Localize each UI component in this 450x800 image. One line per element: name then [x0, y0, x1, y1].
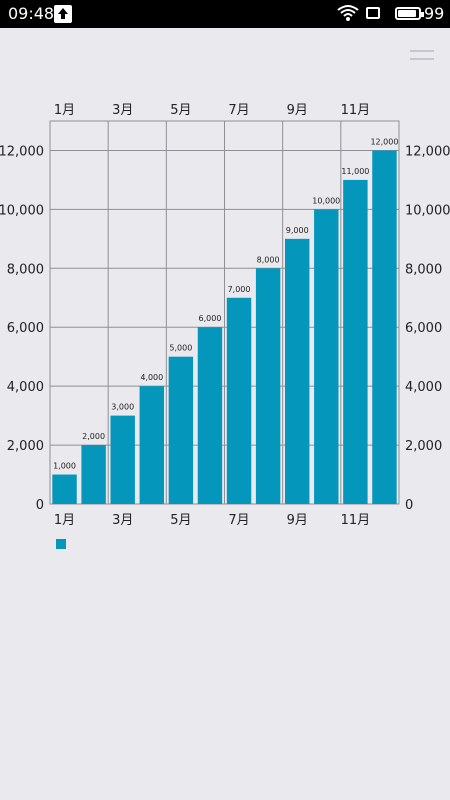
battery-icon — [395, 7, 424, 20]
upload-icon — [54, 5, 72, 23]
y-tick-label-left: 4,000 — [7, 380, 44, 395]
data-label: 12,000 — [370, 137, 398, 146]
y-tick-label-left: 10,000 — [0, 203, 44, 218]
hamburger-menu-icon[interactable] — [410, 48, 434, 62]
bar — [372, 150, 397, 504]
data-label: 7,000 — [228, 285, 251, 294]
y-tick-label-left: 12,000 — [0, 144, 44, 159]
x-tick-label-top: 7月 — [228, 103, 249, 118]
y-tick-label-right: 2,000 — [405, 439, 442, 454]
bar — [226, 297, 252, 504]
status-bar: 09:48 99 — [0, 0, 450, 28]
y-tick-label-left: 6,000 — [7, 321, 44, 336]
data-label: 1,000 — [53, 462, 76, 471]
battery-percentage: 99 — [424, 4, 445, 23]
data-label: 8,000 — [257, 255, 280, 264]
data-label: 9,000 — [286, 226, 309, 235]
data-label: 2,000 — [82, 432, 105, 441]
bar — [81, 445, 106, 504]
y-tick-label-left: 0 — [36, 498, 44, 513]
data-label: 10,000 — [312, 196, 340, 205]
x-tick-label-top: 3月 — [112, 103, 133, 118]
x-tick-label-top: 1月 — [54, 103, 75, 118]
x-tick-label-top: 11月 — [341, 103, 371, 118]
wifi-icon — [337, 4, 359, 26]
data-label: 6,000 — [199, 314, 222, 323]
bar — [110, 415, 135, 504]
x-tick-label-bottom: 5月 — [170, 513, 191, 528]
data-label: 5,000 — [169, 344, 192, 353]
bar — [284, 238, 310, 504]
y-tick-label-right: 4,000 — [405, 380, 442, 395]
x-tick-label-bottom: 9月 — [287, 513, 308, 528]
legend-swatch — [56, 539, 66, 549]
status-time: 09:48 — [8, 4, 55, 23]
y-tick-label-right: 0 — [405, 498, 413, 513]
data-label: 3,000 — [111, 403, 134, 412]
bar — [314, 209, 339, 504]
bar — [255, 268, 281, 504]
y-tick-label-left: 2,000 — [7, 439, 44, 454]
bar — [343, 179, 368, 504]
y-tick-label-right: 12,000 — [405, 144, 450, 159]
data-label: 11,000 — [341, 167, 369, 176]
bar — [168, 356, 194, 504]
battery-level — [398, 10, 416, 17]
x-tick-label-bottom: 3月 — [112, 513, 133, 528]
bar — [139, 386, 165, 504]
x-tick-label-bottom: 7月 — [228, 513, 249, 528]
x-tick-label-top: 9月 — [287, 103, 308, 118]
bar — [52, 474, 77, 504]
window-icon — [366, 7, 380, 19]
y-tick-label-right: 6,000 — [405, 321, 442, 336]
y-tick-label-left: 8,000 — [7, 262, 44, 277]
x-tick-label-bottom: 1月 — [54, 513, 75, 528]
data-label: 4,000 — [140, 373, 163, 382]
x-tick-label-bottom: 11月 — [341, 513, 371, 528]
bar — [197, 327, 223, 504]
y-tick-label-right: 8,000 — [405, 262, 442, 277]
x-tick-label-top: 5月 — [170, 103, 191, 118]
y-tick-label-right: 10,000 — [405, 203, 450, 218]
